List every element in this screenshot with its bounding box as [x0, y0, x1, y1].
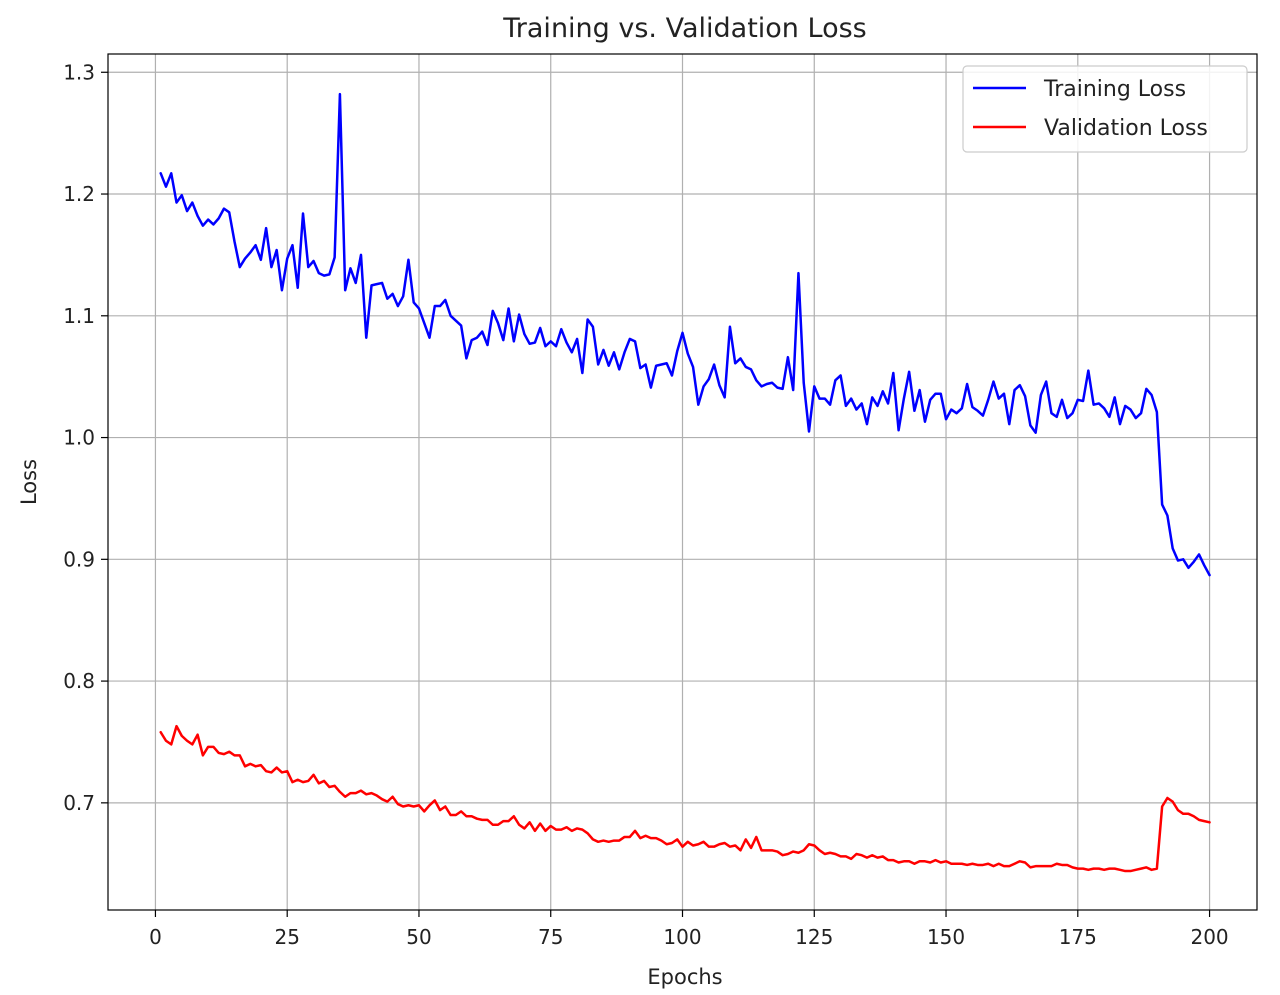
x-tick-label: 150 [927, 925, 965, 949]
x-tick-label: 200 [1190, 925, 1228, 949]
y-tick-label: 1.1 [63, 304, 95, 328]
x-tick-label: 100 [663, 925, 701, 949]
y-tick-label: 0.9 [63, 547, 95, 571]
legend-box [962, 65, 1248, 153]
gridlines [108, 54, 1257, 910]
y-tick-label: 1.2 [63, 182, 95, 206]
x-axis-title: Epochs [647, 965, 722, 989]
axis-ticks: 0 25 50 75 100 125 150 175 200 0.7 0.8 0.9 1.0 1.1 1.2… [63, 60, 1228, 949]
x-tick-label: 50 [406, 925, 431, 949]
x-tick-label: 125 [795, 925, 833, 949]
y-tick-label: 0.8 [63, 669, 95, 693]
x-tick-label: 175 [1059, 925, 1097, 949]
y-tick-label: 0.7 [63, 791, 95, 815]
chart-title: Training vs. Validation Loss [502, 13, 866, 44]
x-tick-label: 25 [274, 925, 299, 949]
series-line-validation-loss [159, 724, 1211, 873]
y-tick-label: 1.3 [63, 60, 95, 84]
legend-label-training-loss: Training Loss [1043, 77, 1186, 102]
legend: Training Loss Validation Loss [962, 65, 1248, 153]
series-line-training-loss [159, 92, 1211, 577]
legend-label-validation-loss: Validation Loss [1044, 116, 1208, 141]
x-tick-label: 0 [149, 925, 162, 949]
series-lines [159, 92, 1211, 873]
x-tick-label: 75 [538, 925, 563, 949]
y-tick-label: 1.0 [63, 426, 95, 450]
y-axis-title: Loss [17, 459, 41, 505]
